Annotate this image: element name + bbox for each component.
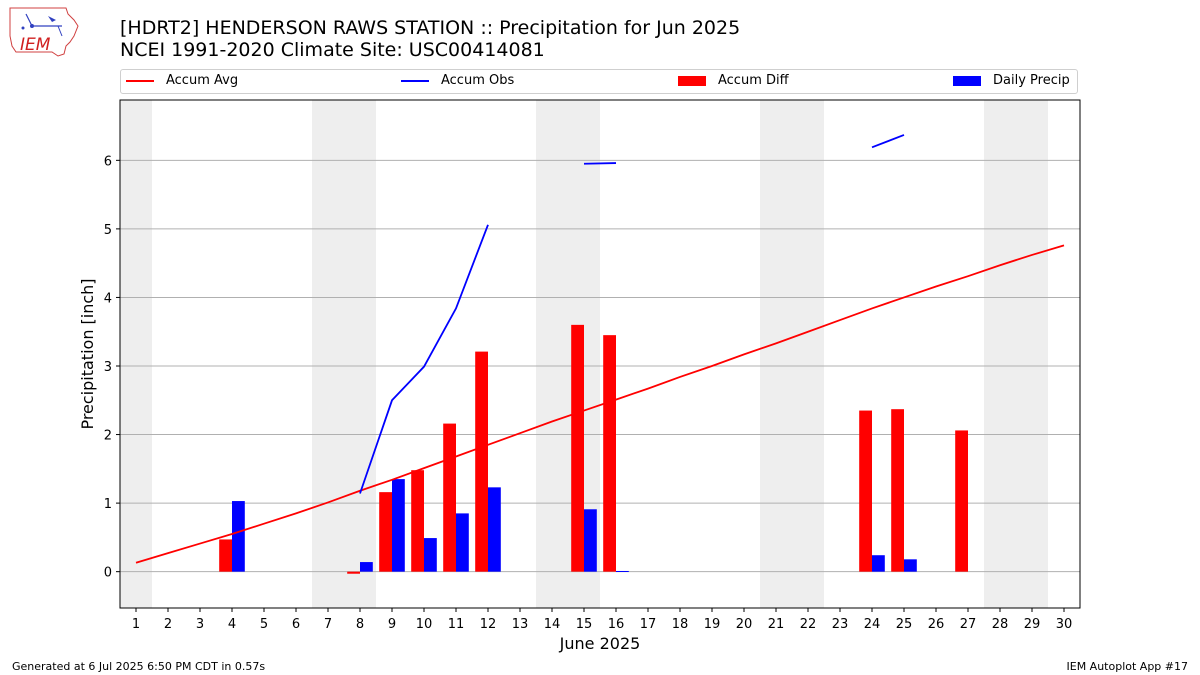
weekend-band <box>984 100 1048 608</box>
x-tick-label: 18 <box>672 617 689 632</box>
x-tick-label: 23 <box>832 617 849 632</box>
x-tick-label: 29 <box>1024 617 1041 632</box>
y-axis-ticks: 0 1 2 3 4 5 6 <box>104 154 120 581</box>
x-tick-label: 6 <box>292 617 300 632</box>
legend-swatch-accum-avg <box>126 79 154 82</box>
logo-text: IEM <box>20 35 51 55</box>
accum-diff-bar <box>571 324 584 572</box>
x-tick-label: 26 <box>928 617 945 632</box>
y-tick-label: 6 <box>104 154 112 169</box>
x-tick-label: 14 <box>544 617 561 632</box>
accum-obs-line <box>871 134 905 149</box>
x-tick-label: 11 <box>448 617 465 632</box>
y-tick-label: 5 <box>104 223 112 238</box>
chart-title: [HDRT2] HENDERSON RAWS STATION :: Precip… <box>120 17 741 39</box>
legend: Accum Avg Accum Obs Accum Diff Daily Pre… <box>120 69 1078 94</box>
y-tick-label: 3 <box>104 360 112 375</box>
x-tick-label: 5 <box>260 617 268 632</box>
x-axis-ticks: 1 2 3 4 5 6 7 8 9 10 11 12 13 14 15 16 17 18 19 20 21 22 23 24 2… <box>132 608 1072 632</box>
y-tick-label: 0 <box>104 566 112 581</box>
legend-label-accum-diff: Accum Diff <box>718 73 789 88</box>
accum-diff-bar <box>603 335 616 572</box>
x-tick-label: 21 <box>768 617 785 632</box>
x-tick-label: 9 <box>388 617 396 632</box>
accum-diff-bar <box>379 492 392 572</box>
x-axis-label: June 2025 <box>559 634 641 653</box>
x-tick-label: 2 <box>164 617 172 632</box>
x-tick-label: 17 <box>640 617 657 632</box>
daily-precip-bar <box>904 559 917 572</box>
daily-precip-bar <box>360 562 373 572</box>
daily-precip-bar <box>456 513 469 572</box>
legend-label-accum-obs: Accum Obs <box>441 73 515 88</box>
accum-diff-bar <box>347 571 360 574</box>
legend-item-accum-obs: Accum Obs <box>401 73 514 88</box>
x-tick-label: 10 <box>416 617 433 632</box>
x-tick-label: 28 <box>992 617 1009 632</box>
y-tick-label: 4 <box>104 291 112 306</box>
x-tick-label: 27 <box>960 617 977 632</box>
accum-diff-bar <box>411 470 424 572</box>
legend-item-daily-precip: Daily Precip <box>953 73 1070 88</box>
grid-lines <box>120 159 1080 573</box>
accum-diff-bar <box>443 423 456 572</box>
x-tick-label: 3 <box>196 617 204 632</box>
lines <box>135 134 1065 564</box>
weekend-band <box>312 100 376 608</box>
accum-diff-bar <box>475 351 488 572</box>
weekend-band <box>120 100 152 608</box>
legend-label-accum-avg: Accum Avg <box>166 73 239 88</box>
legend-item-accum-avg: Accum Avg <box>126 73 238 88</box>
daily-precip-bar <box>872 555 885 572</box>
daily-precip-bar <box>424 538 437 572</box>
iem-logo: IEM <box>8 6 80 58</box>
x-tick-label: 15 <box>576 617 593 632</box>
plot-frame <box>119 99 1081 609</box>
y-tick-label: 1 <box>104 497 112 512</box>
accum-diff-bar <box>219 539 232 572</box>
daily-precip-bar <box>488 487 501 572</box>
accum-diff-bar <box>891 409 904 572</box>
chart-subtitle: NCEI 1991-2020 Climate Site: USC00414081 <box>120 39 545 61</box>
accum-diff-bar <box>859 410 872 572</box>
iem-logo-graphic: IEM <box>9 7 79 57</box>
x-tick-label: 22 <box>800 617 817 632</box>
legend-item-accum-diff: Accum Diff <box>678 73 789 88</box>
x-tick-label: 19 <box>704 617 721 632</box>
app-note: IEM Autoplot App #17 <box>1066 660 1189 673</box>
generated-note: Generated at 6 Jul 2025 6:50 PM CDT in 0… <box>12 660 266 673</box>
x-tick-label: 30 <box>1056 617 1073 632</box>
daily-precip-bar <box>232 501 245 572</box>
x-tick-label: 16 <box>608 617 625 632</box>
x-tick-label: 12 <box>480 617 497 632</box>
x-tick-label: 1 <box>132 617 140 632</box>
accum-obs-line <box>583 162 617 165</box>
legend-swatch-accum-obs <box>401 79 429 82</box>
x-tick-label: 24 <box>864 617 881 632</box>
legend-label-daily-precip: Daily Precip <box>993 73 1070 88</box>
daily-precip-bar <box>584 509 597 572</box>
x-tick-label: 25 <box>896 617 913 632</box>
accum-obs-line <box>359 224 489 494</box>
accum-avg-line <box>135 244 1065 564</box>
y-tick-label: 2 <box>104 429 112 444</box>
x-tick-label: 4 <box>228 617 236 632</box>
x-tick-label: 13 <box>512 617 529 632</box>
daily-precip-bar <box>392 479 405 572</box>
accum-diff-bar <box>955 430 968 572</box>
daily-precip-bar <box>616 570 629 572</box>
weekend-shading <box>120 100 1048 608</box>
legend-swatch-daily-precip <box>953 75 981 86</box>
x-tick-label: 8 <box>356 617 364 632</box>
x-tick-label: 7 <box>324 617 332 632</box>
y-axis-label: Precipitation [inch] <box>78 278 97 429</box>
weekend-band <box>760 100 824 608</box>
x-tick-label: 20 <box>736 617 753 632</box>
legend-swatch-accum-diff <box>678 75 706 86</box>
